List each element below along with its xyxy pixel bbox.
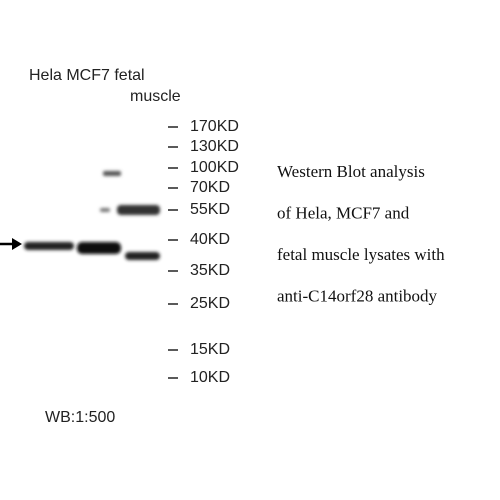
lane-labels: Hela MCF7 fetal (29, 67, 145, 84)
band (77, 242, 121, 254)
marker-label: 15KD (190, 341, 230, 358)
dilution-label: WB:1:500 (45, 409, 115, 426)
marker-label: 55KD (190, 201, 230, 218)
caption: Western Blot analysis of Hela, MCF7 and fe… (277, 162, 445, 306)
marker-label: 25KD (190, 295, 230, 312)
arrow (0, 238, 22, 250)
caption-line: anti-C14orf28 antibody (277, 286, 438, 305)
bands (24, 171, 160, 260)
marker-label: 10KD (190, 369, 230, 386)
caption-line: Western Blot analysis (277, 162, 425, 181)
band (100, 208, 110, 212)
band (117, 205, 160, 215)
band (24, 242, 74, 250)
band (103, 171, 121, 176)
marker-label: 70KD (190, 179, 230, 196)
band (125, 252, 160, 260)
caption-line: fetal muscle lysates with (277, 245, 445, 264)
lane-label-continued: muscle (130, 88, 181, 105)
marker-label: 40KD (190, 231, 230, 248)
marker-label: 130KD (190, 138, 239, 155)
marker-ladder: 170KD 130KD 100KD 70KD 55KD 40KD 35KD 25KD 15KD 1… (168, 118, 239, 386)
marker-label: 100KD (190, 159, 239, 176)
caption-line: of Hela, MCF7 and (277, 203, 410, 222)
marker-label: 35KD (190, 262, 230, 279)
marker-label: 170KD (190, 118, 239, 135)
